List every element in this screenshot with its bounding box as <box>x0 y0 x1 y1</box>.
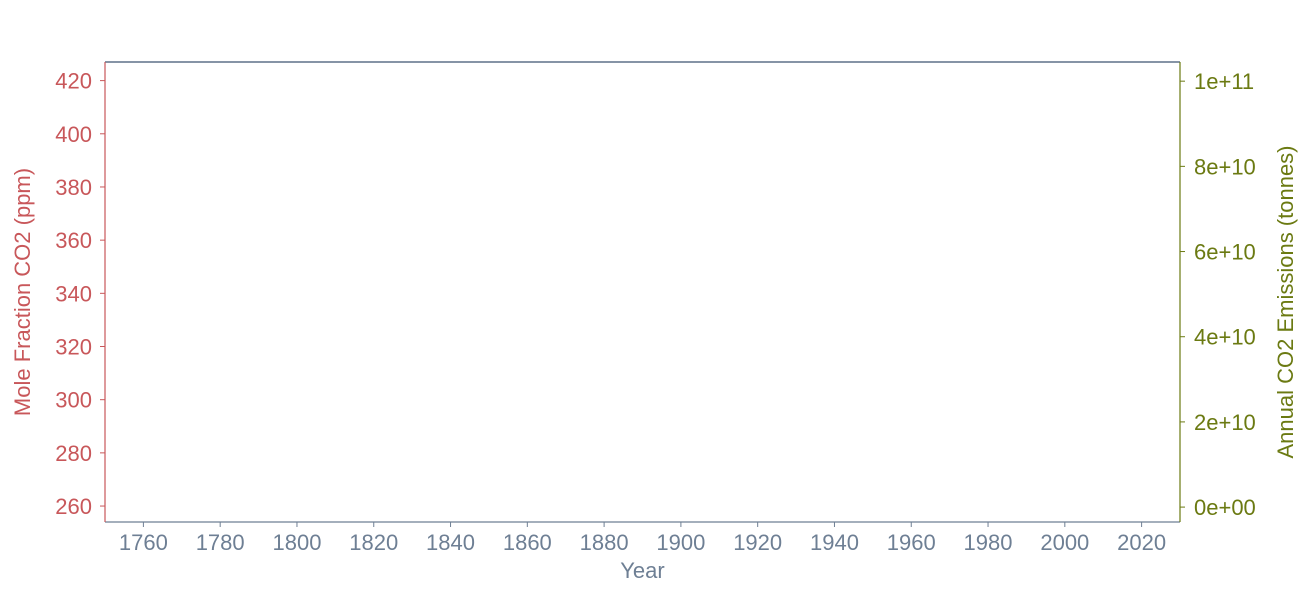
y-tick-label-left: 300 <box>55 388 92 413</box>
y-tick-label-left: 320 <box>55 335 92 360</box>
x-tick-label: 1840 <box>426 530 475 555</box>
y-tick-label-right: 8e+10 <box>1194 154 1256 179</box>
x-tick-label: 1760 <box>119 530 168 555</box>
y-tick-label-left: 380 <box>55 175 92 200</box>
x-tick-label: 1800 <box>272 530 321 555</box>
y-tick-label-right: 1e+11 <box>1194 69 1254 94</box>
y-tick-label-right: 2e+10 <box>1194 410 1256 435</box>
x-tick-label: 1860 <box>503 530 552 555</box>
y-axis-left: 260 280 300 320 340 360 380 400 420 <box>55 62 106 522</box>
x-tick-label: 1780 <box>196 530 245 555</box>
y-tick-label-right: 6e+10 <box>1194 240 1256 265</box>
y-tick-label-left: 400 <box>55 122 92 147</box>
y-tick-label-left: 420 <box>55 69 92 94</box>
x-tick-label: 1880 <box>580 530 629 555</box>
y-axis-right: 0e+00 2e+10 4e+10 6e+10 8e+10 1e+11 <box>1179 62 1256 522</box>
x-axis: 1760 1780 1800 1820 1840 1860 1880 1900 1920 1940… <box>105 521 1180 555</box>
x-tick-label: 1980 <box>964 530 1013 555</box>
y-tick-label-left: 260 <box>55 494 92 519</box>
x-axis-title: Year <box>620 558 664 583</box>
x-tick-label: 1900 <box>656 530 705 555</box>
y-axis-left-title: Mole Fraction CO2 (ppm) <box>10 168 35 416</box>
x-tick-label: 1960 <box>887 530 936 555</box>
y-axis-right-title: Annual CO2 Emissions (tonnes) <box>1273 145 1298 458</box>
x-tick-label: 2000 <box>1040 530 1089 555</box>
y-tick-label-left: 340 <box>55 281 92 306</box>
x-tick-label: 1940 <box>810 530 859 555</box>
x-tick-label: 1920 <box>733 530 782 555</box>
x-tick-label: 1820 <box>349 530 398 555</box>
y-tick-label-right: 0e+00 <box>1194 495 1256 520</box>
y-tick-label-left: 360 <box>55 228 92 253</box>
x-tick-label: 2020 <box>1117 530 1166 555</box>
y-tick-label-left: 280 <box>55 441 92 466</box>
y-tick-label-right: 4e+10 <box>1194 325 1256 350</box>
